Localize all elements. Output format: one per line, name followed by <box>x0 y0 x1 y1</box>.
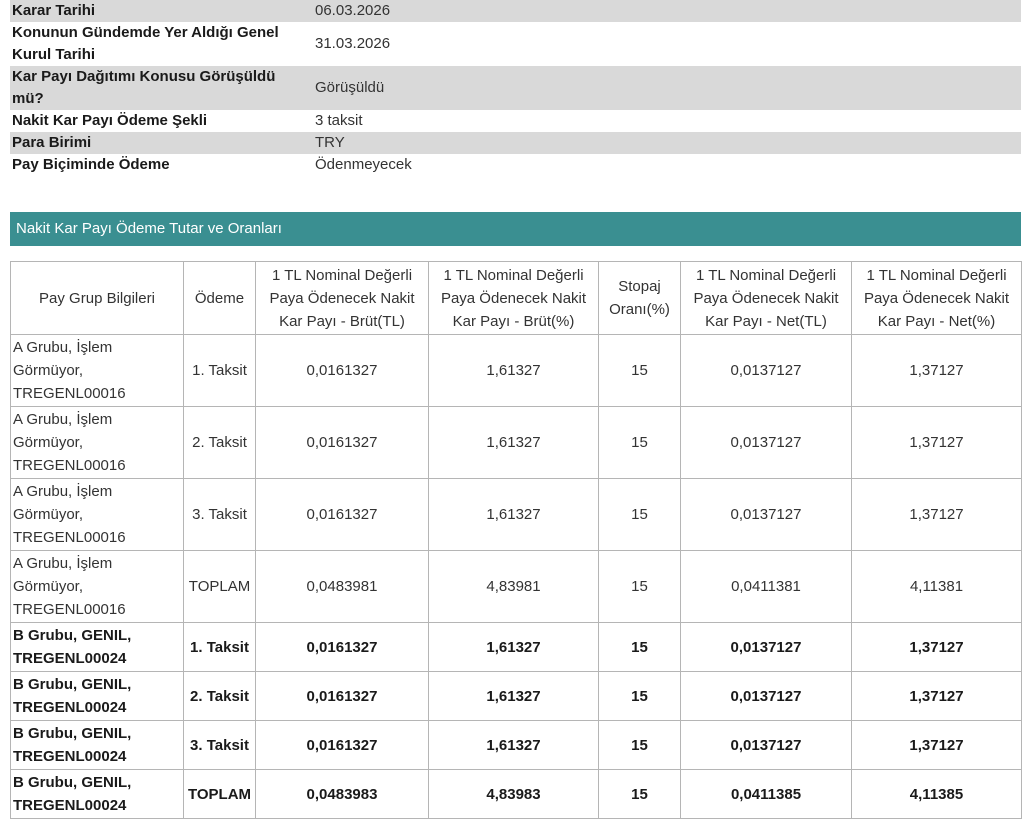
table-row: A Grubu, İşlem Görmüyor, TREGENL00016 TOP… <box>10 550 1022 623</box>
table-cell: 15 <box>598 550 681 623</box>
table-row: A Grubu, İşlem Görmüyor, TREGENL00016 1. … <box>10 334 1022 407</box>
table-cell: 1. Taksit <box>183 622 256 672</box>
table-cell: 0,0411385 <box>680 769 852 819</box>
info-row: Para Birimi TRY <box>10 132 1021 154</box>
table-cell: 1,37127 <box>851 622 1022 672</box>
table-cell: 4,11385 <box>851 769 1022 819</box>
info-value: 3 taksit <box>315 112 363 129</box>
table-cell: A Grubu, İşlem Görmüyor, TREGENL00016 <box>10 478 184 551</box>
info-label: Karar Tarihi <box>10 0 313 22</box>
table-row: B Grubu, GENIL, TREGENL00024 TOPLAM 0,0483… <box>10 769 1022 819</box>
table-cell: A Grubu, İşlem Görmüyor, TREGENL00016 <box>10 550 184 623</box>
table-cell: 1,61327 <box>428 406 599 479</box>
info-row: Nakit Kar Payı Ödeme Şekli 3 taksit <box>10 110 1021 132</box>
table-cell: 15 <box>598 769 681 819</box>
table-row: B Grubu, GENIL, TREGENL00024 1. Taksit 0,0… <box>10 622 1022 672</box>
table-cell: 15 <box>598 720 681 770</box>
table-cell: B Grubu, GENIL, TREGENL00024 <box>10 622 184 672</box>
table-cell: 1,37127 <box>851 406 1022 479</box>
table-cell: 2. Taksit <box>183 671 256 721</box>
table-cell: 1,61327 <box>428 334 599 407</box>
table-cell: 1,37127 <box>851 334 1022 407</box>
info-label: Para Birimi <box>10 132 313 154</box>
table-cell: TOPLAM <box>183 550 256 623</box>
info-label: Kar Payı Dağıtımı Konusu Görüşüldü mü? <box>10 66 313 110</box>
info-row: Pay Biçiminde Ödeme Ödenmeyecek <box>10 154 1021 176</box>
table-row: A Grubu, İşlem Görmüyor, TREGENL00016 2. … <box>10 406 1022 479</box>
table-row: A Grubu, İşlem Görmüyor, TREGENL00016 3. … <box>10 478 1022 551</box>
info-row: Karar Tarihi 06.03.2026 <box>10 0 1021 22</box>
table-cell: 4,83983 <box>428 769 599 819</box>
table-cell: 4,11381 <box>851 550 1022 623</box>
table-cell: 0,0137127 <box>680 478 852 551</box>
table-cell: B Grubu, GENIL, TREGENL00024 <box>10 720 184 770</box>
info-label: Nakit Kar Payı Ödeme Şekli <box>12 112 208 129</box>
table-cell: 0,0137127 <box>680 720 852 770</box>
table-cell: B Grubu, GENIL, TREGENL00024 <box>10 671 184 721</box>
table-cell: 0,0161327 <box>255 671 429 721</box>
info-label: Pay Biçiminde Ödeme <box>12 156 170 173</box>
table-cell: 0,0161327 <box>255 478 429 551</box>
info-value: Ödenmeyecek <box>315 156 412 173</box>
info-value: 06.03.2026 <box>313 0 1021 22</box>
table-cell: 0,0161327 <box>255 334 429 407</box>
info-label: Konunun Gündemde Yer Aldığı Genel Kurul … <box>12 24 279 63</box>
table-cell: 15 <box>598 334 681 407</box>
table-cell: 0,0137127 <box>680 406 852 479</box>
section-title: Nakit Kar Payı Ödeme Tutar ve Oranları <box>10 212 1021 246</box>
info-value: 31.03.2026 <box>315 35 391 52</box>
table-cell: 0,0161327 <box>255 720 429 770</box>
table-cell: A Grubu, İşlem Görmüyor, TREGENL00016 <box>10 406 184 479</box>
table-cell: B Grubu, GENIL, TREGENL00024 <box>10 769 184 819</box>
info-row: Kar Payı Dağıtımı Konusu Görüşüldü mü? Gö… <box>10 66 1021 110</box>
table-cell: 4,83981 <box>428 550 599 623</box>
table-cell: 1,61327 <box>428 622 599 672</box>
table-cell: 0,0161327 <box>255 622 429 672</box>
column-header: Stopaj Oranı(%) <box>598 261 681 335</box>
info-row: Konunun Gündemde Yer Aldığı Genel Kurul … <box>10 22 1021 66</box>
column-header: 1 TL Nominal Değerli Paya Ödenecek Nakit… <box>680 261 852 335</box>
column-header: Ödeme <box>183 261 256 335</box>
table-cell: 0,0137127 <box>680 622 852 672</box>
table-cell: 2. Taksit <box>183 406 256 479</box>
table-cell: 15 <box>598 671 681 721</box>
table-cell: A Grubu, İşlem Görmüyor, TREGENL00016 <box>10 334 184 407</box>
column-header: 1 TL Nominal Değerli Paya Ödenecek Nakit… <box>255 261 429 335</box>
table-cell: 15 <box>598 406 681 479</box>
table-cell: 1,61327 <box>428 720 599 770</box>
table-cell: 1,61327 <box>428 671 599 721</box>
table-cell: 0,0411381 <box>680 550 852 623</box>
table-cell: 3. Taksit <box>183 720 256 770</box>
dividend-table: Pay Grup Bilgileri Ödeme 1 TL Nominal Değe… <box>10 261 1022 819</box>
table-cell: 3. Taksit <box>183 478 256 551</box>
table-cell: 0,0137127 <box>680 334 852 407</box>
info-table: Karar Tarihi 06.03.2026 Konunun Gündemde Y… <box>10 0 1021 176</box>
table-cell: 15 <box>598 478 681 551</box>
info-value: TRY <box>313 132 1021 154</box>
table-cell: 0,0483983 <box>255 769 429 819</box>
table-cell: TOPLAM <box>183 769 256 819</box>
table-cell: 0,0483981 <box>255 550 429 623</box>
table-cell: 15 <box>598 622 681 672</box>
table-cell: 0,0161327 <box>255 406 429 479</box>
column-header: 1 TL Nominal Değerli Paya Ödenecek Nakit… <box>428 261 599 335</box>
info-value: Görüşüldü <box>313 66 1021 110</box>
table-cell: 1,37127 <box>851 720 1022 770</box>
table-row: B Grubu, GENIL, TREGENL00024 2. Taksit 0,0… <box>10 671 1022 721</box>
column-header: 1 TL Nominal Değerli Paya Ödenecek Nakit… <box>851 261 1022 335</box>
header-row: Pay Grup Bilgileri Ödeme 1 TL Nominal Değe… <box>10 261 1022 335</box>
table-cell: 1. Taksit <box>183 334 256 407</box>
table-cell: 1,37127 <box>851 671 1022 721</box>
table-cell: 1,61327 <box>428 478 599 551</box>
column-header: Pay Grup Bilgileri <box>10 261 184 335</box>
table-cell: 0,0137127 <box>680 671 852 721</box>
table-cell: 1,37127 <box>851 478 1022 551</box>
table-row: B Grubu, GENIL, TREGENL00024 3. Taksit 0,0… <box>10 720 1022 770</box>
